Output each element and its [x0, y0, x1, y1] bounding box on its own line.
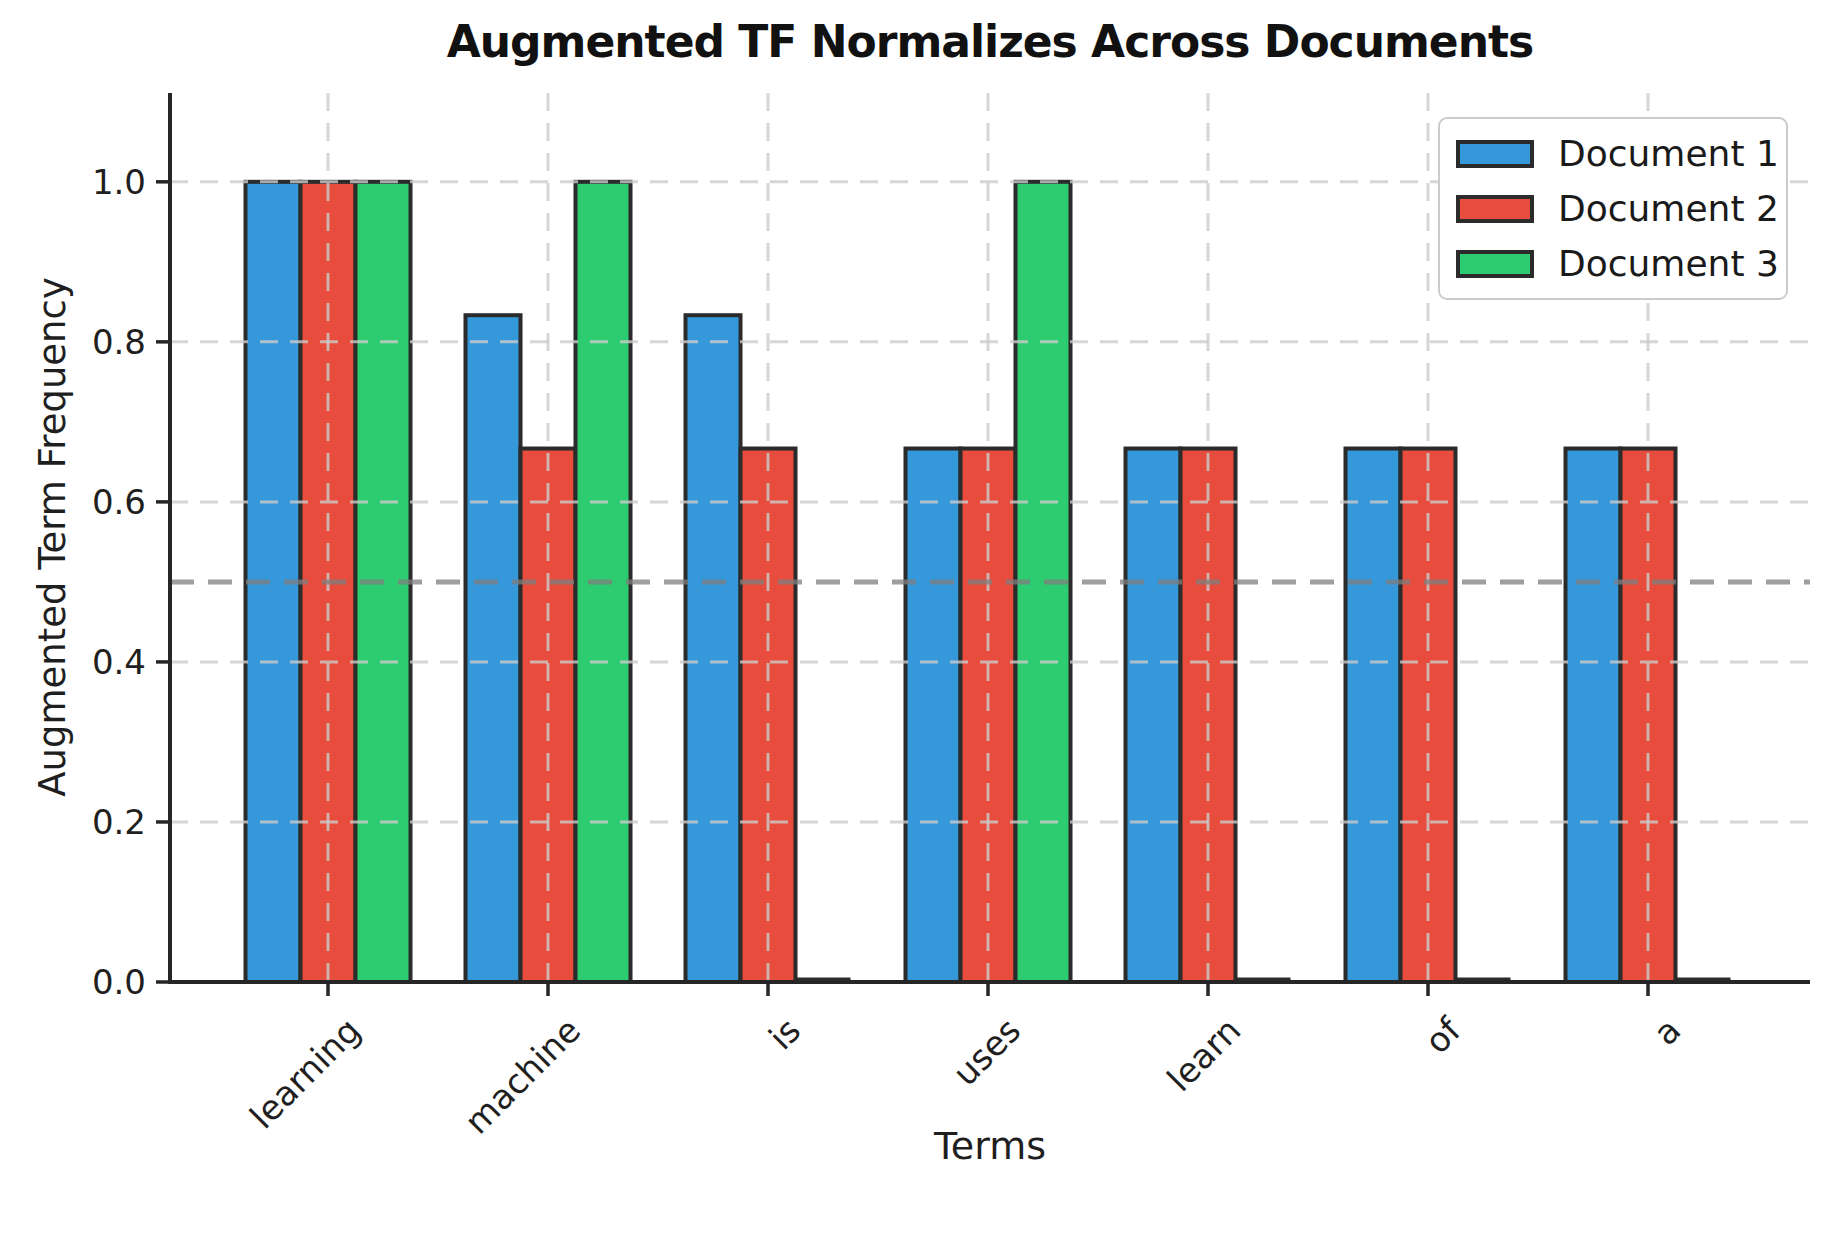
bar-document-1-is [686, 315, 741, 982]
figure-canvas: Augmented TF Normalizes Across Documents… [0, 0, 1834, 1234]
chart-title: Augmented TF Normalizes Across Documents [447, 16, 1534, 67]
legend-label-document-1: Document 1 [1558, 133, 1779, 174]
bar-document-1-uses [906, 449, 961, 982]
legend-label-document-2: Document 2 [1558, 188, 1779, 229]
x-axis-label: Terms [934, 1124, 1046, 1168]
bar-document-1-learn [1126, 449, 1181, 982]
bar-document-1-of [1346, 449, 1401, 982]
y-tick-label-0.0: 0.0 [92, 962, 146, 1002]
bar-document-1-machine [466, 315, 521, 982]
y-tick-label-0.8: 0.8 [92, 322, 146, 362]
y-tick-label-0.2: 0.2 [92, 802, 146, 842]
y-tick-label-0.6: 0.6 [92, 482, 146, 522]
legend-item-1: Document 1 [1456, 133, 1786, 174]
legend-swatch-document-3 [1456, 250, 1534, 278]
legend-swatch-document-1 [1456, 140, 1534, 168]
legend-item-2: Document 2 [1456, 188, 1786, 229]
legend-swatch-document-2 [1456, 195, 1534, 223]
legend: Document 1 Document 2 Document 3 [1438, 117, 1788, 300]
bar-document-1-a [1566, 449, 1621, 982]
y-axis-label: Augmented Term Frequency [31, 277, 74, 797]
legend-label-document-3: Document 3 [1558, 243, 1779, 284]
y-tick-label-1.0: 1.0 [92, 162, 146, 202]
y-tick-label-0.4: 0.4 [92, 642, 146, 682]
legend-item-3: Document 3 [1456, 243, 1786, 284]
